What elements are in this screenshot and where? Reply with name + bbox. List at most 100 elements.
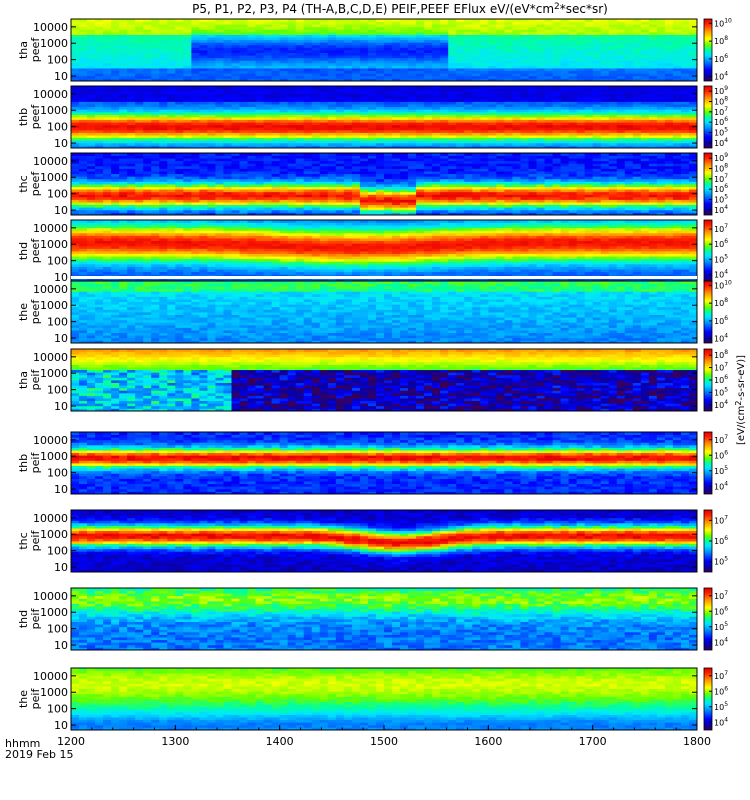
flag-bar xyxy=(71,427,697,430)
colorbar-tick-label: 104 xyxy=(714,71,728,82)
y-tick-label: 10000 xyxy=(33,155,68,168)
panel-ylabel: thcpeef xyxy=(17,171,42,197)
figure-title: P5, P1, P2, P3, P4 (TH-A,B,C,D,E) PEIF,P… xyxy=(192,2,608,16)
colorbar-tick-label: 107 xyxy=(714,590,728,601)
panel-ylabel: thapeef xyxy=(17,37,42,63)
y-tick-label: 10000 xyxy=(33,88,68,101)
heatmap-cells xyxy=(71,153,697,215)
y-tick-label: 10 xyxy=(54,70,68,83)
y-tick-label: 10 xyxy=(54,137,68,150)
colorbar-tick-label: 106 xyxy=(714,685,728,696)
y-tick-label: 1000 xyxy=(40,528,68,541)
y-tick-label: 100 xyxy=(47,255,68,268)
y-tick-label: 1000 xyxy=(40,367,68,380)
y-tick-label: 10 xyxy=(54,332,68,345)
y-tick-label: 10000 xyxy=(33,283,68,296)
colorbar-tick-label: 107 xyxy=(714,434,728,445)
x-tick-label: 1800 xyxy=(683,735,711,748)
colorbar-tick-label: 104 xyxy=(714,137,728,148)
panel-ylabel: thdpeif xyxy=(17,608,42,630)
y-tick-label: 100 xyxy=(47,545,68,558)
x-axis-date: 2019 Feb 15 xyxy=(5,748,73,761)
colorbar-tick-label: 105 xyxy=(714,386,728,397)
x-tick-label: 1200 xyxy=(57,735,85,748)
y-tick-label: 1000 xyxy=(40,686,68,699)
colorbar-tick-label: 104 xyxy=(714,399,728,410)
panel-ylabel: thbpeif xyxy=(17,452,42,474)
colorbar-tick-label: 107 xyxy=(714,223,728,234)
colorbar-tick-label: 107 xyxy=(714,514,728,525)
y-tick-label: 10000 xyxy=(33,434,68,447)
flag-bar xyxy=(71,505,697,508)
panel-tha-peef: 10 100 1000 10000 thapeef 104 106 108 1010 xyxy=(17,17,732,83)
y-tick-label: 10000 xyxy=(33,590,68,603)
colorbar-tick-label: 108 xyxy=(714,35,728,46)
y-tick-label: 100 xyxy=(47,54,68,67)
colorbar-tick-label: 106 xyxy=(714,605,728,616)
heatmap-cells xyxy=(71,19,697,81)
panel-ylabel: thbpeef xyxy=(17,104,42,130)
colorbar-tick-label: 104 xyxy=(714,636,728,647)
y-tick-label: 100 xyxy=(47,623,68,636)
colorbar-tick-label: 105 xyxy=(714,701,728,712)
y-tick-label: 1000 xyxy=(40,37,68,50)
heatmap-cells xyxy=(71,220,697,282)
colorbar-tick-label: 104 xyxy=(714,333,728,344)
y-tick-label: 10000 xyxy=(33,512,68,525)
y-tick-label: 10000 xyxy=(33,670,68,683)
colorbar-tick-label: 106 xyxy=(714,315,728,326)
panel-ylabel: thcpeif xyxy=(17,530,42,552)
y-tick-label: 100 xyxy=(47,384,68,397)
y-tick-label: 10000 xyxy=(33,21,68,34)
heatmap-cells xyxy=(71,510,697,572)
colorbar-tick-label: 107 xyxy=(714,362,728,373)
y-tick-label: 1000 xyxy=(40,450,68,463)
colorbar-tick-label: 106 xyxy=(714,449,728,460)
colorbar-tick-label: 104 xyxy=(714,716,728,727)
colorbar-title: [eV/(cm2-s-sr-eV)] xyxy=(734,355,747,445)
colorbar-tick-label: 105 xyxy=(714,465,728,476)
colorbar-tick-label: 106 xyxy=(714,53,728,64)
heatmap-cells xyxy=(71,86,697,148)
y-tick-label: 1000 xyxy=(40,238,68,251)
colorbar-tick-label: 107 xyxy=(714,670,728,681)
panel-ylabel: thepeif xyxy=(17,688,42,710)
x-tick-label: 1400 xyxy=(266,735,294,748)
flag-bar xyxy=(71,276,697,279)
flag-bar xyxy=(71,663,697,666)
y-tick-label: 1000 xyxy=(40,299,68,312)
y-tick-label: 100 xyxy=(47,121,68,134)
colorbar: 104 105 106 107 xyxy=(704,432,728,494)
y-tick-label: 1000 xyxy=(40,104,68,117)
flag-bar xyxy=(71,344,697,347)
colorbar-tick-label: 108 xyxy=(714,349,728,360)
y-tick-label: 1000 xyxy=(40,606,68,619)
x-tick-label: 1500 xyxy=(370,735,398,748)
y-tick-label: 10000 xyxy=(33,222,68,235)
y-tick-label: 10 xyxy=(54,400,68,413)
colorbar-tick-label: 1010 xyxy=(714,17,732,28)
colorbar-tick-label: 105 xyxy=(714,253,728,264)
colorbar-tick-label: 104 xyxy=(714,480,728,491)
panel-ylabel: thepeef xyxy=(17,299,42,325)
panel-ylabel: thapeif xyxy=(17,369,42,391)
y-tick-label: 100 xyxy=(47,467,68,480)
y-tick-label: 10 xyxy=(54,561,68,574)
x-tick-label: 1300 xyxy=(161,735,189,748)
colorbar-tick-label: 106 xyxy=(714,374,728,385)
